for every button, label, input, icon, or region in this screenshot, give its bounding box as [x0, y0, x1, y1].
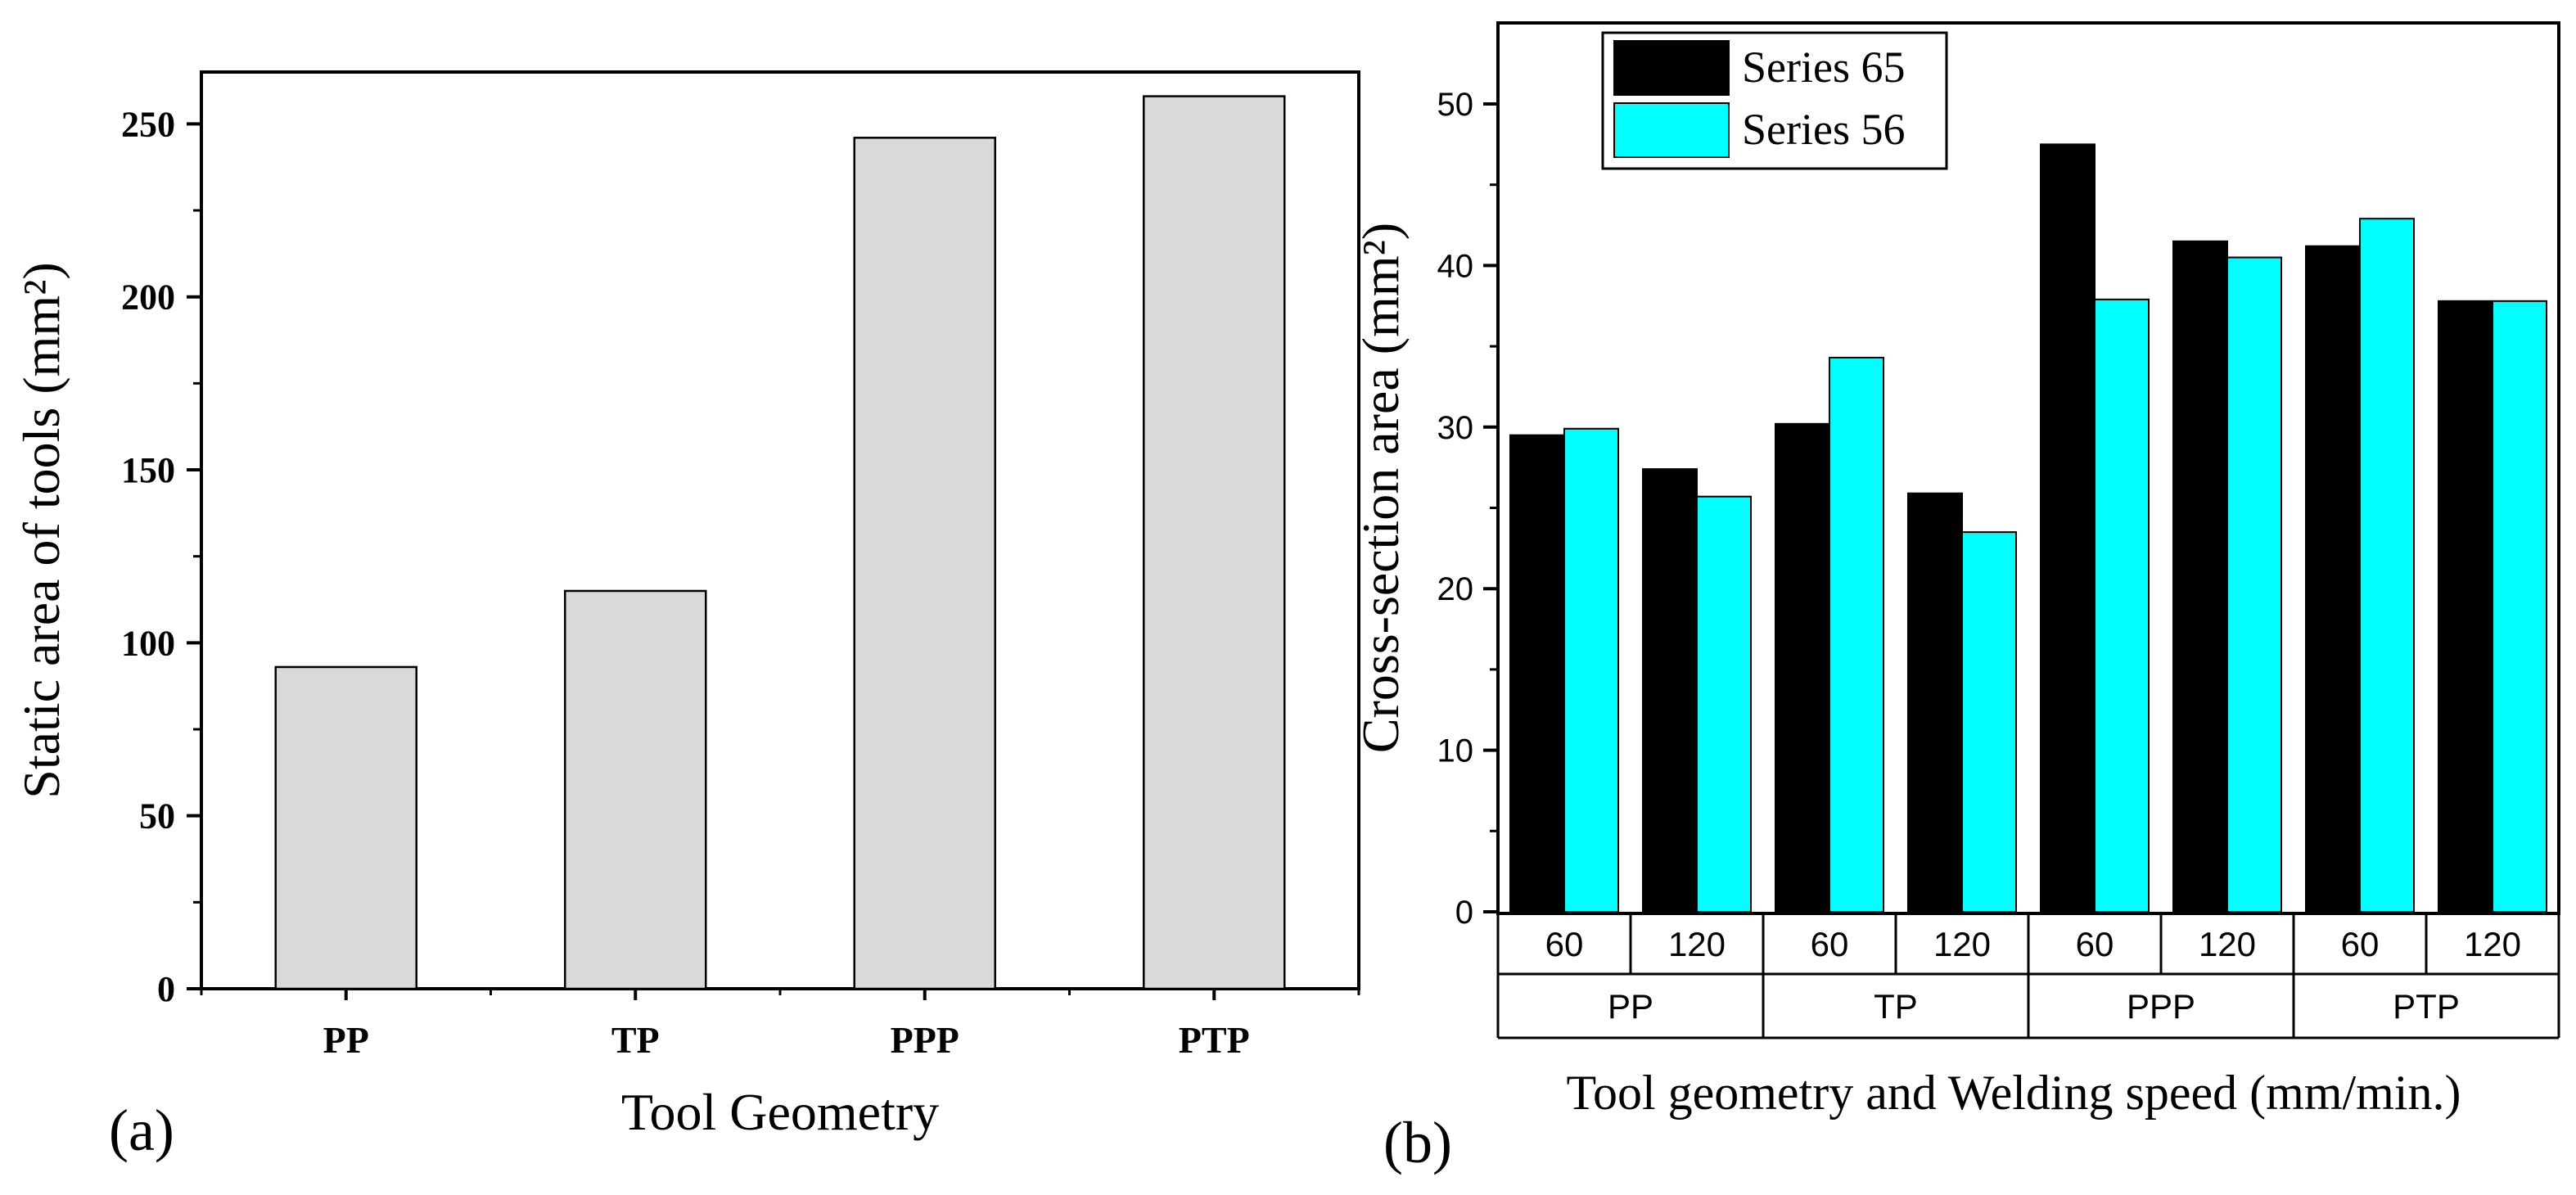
- panel-a-xtick-label: PPP: [891, 1019, 959, 1061]
- panel-b-bar-series-56-ppp-60: [2094, 298, 2150, 913]
- panel-a-bar-ptp: [1143, 95, 1286, 990]
- panel-b-ytick-label: 30: [1437, 410, 1474, 446]
- panel-a-ytick-label: 250: [121, 104, 175, 144]
- panel-b-speed-label: 120: [1668, 925, 1726, 963]
- panel-b-label: (b): [1383, 1110, 1452, 1175]
- panel-b-ytick-label: 20: [1437, 571, 1474, 607]
- panel-b-legend-swatch: [1613, 102, 1730, 158]
- panel-a-xtick-label: PTP: [1179, 1019, 1250, 1061]
- panel-a-ytick-label: 200: [121, 277, 175, 318]
- panel-a: 0 50 100 150 200 250 PP TP PPP PTP Tool Geometry…: [12, 70, 1360, 1163]
- panel-b-bar-series-65-pp-60: [1509, 434, 1565, 913]
- panel-a-bar-tp: [564, 589, 707, 990]
- panel-b-ytick-label: 50: [1437, 87, 1474, 123]
- panel-b-speed-label: 120: [2464, 925, 2521, 963]
- panel-b-bar-series-56-ptp-60: [2359, 218, 2415, 913]
- panel-b-group-label: PPP: [2127, 987, 2195, 1026]
- panel-a-xlabel: Tool Geometry: [621, 1083, 939, 1141]
- panel-a-xtick-label: TP: [611, 1019, 660, 1061]
- panel-b: 0 10 20 30 40 50 60 120 60 120 60 120 60 120 PP TP PPP P…: [1351, 21, 2560, 1175]
- panel-a-ytick-label: 150: [121, 450, 175, 490]
- panel-b-bar-series-56-pp-120: [1696, 495, 1752, 913]
- panel-b-legend-label: Series 56: [1742, 105, 1905, 154]
- panel-a-ylabel: Static area of tools (mm²): [12, 262, 70, 798]
- panel-b-ylabel: Cross-section area (mm²): [1351, 223, 1410, 753]
- panel-b-bar-series-56-ppp-120: [2226, 256, 2282, 913]
- panel-b-bar-series-65-tp-120: [1907, 492, 1963, 913]
- panel-a-ytick-label: 100: [121, 623, 175, 663]
- panel-b-speed-label: 60: [2341, 925, 2380, 963]
- panel-a-xtick-label: PP: [323, 1019, 369, 1061]
- panel-b-ytick-label: 40: [1437, 248, 1474, 284]
- panel-b-bar-series-56-ptp-120: [2492, 300, 2547, 913]
- panel-a-ytick-label: 50: [139, 796, 175, 836]
- panel-b-ytick-label: 10: [1437, 733, 1474, 769]
- panel-b-bar-series-65-ptp-60: [2305, 245, 2361, 913]
- panel-a-bar-pp: [274, 665, 417, 990]
- panel-b-bar-series-65-tp-60: [1775, 422, 1830, 913]
- panel-a-ytick-label: 0: [157, 969, 175, 1009]
- panel-b-group-label: PP: [1608, 987, 1653, 1026]
- panel-b-legend-swatch: [1613, 40, 1730, 96]
- panel-b-bar-series-56-tp-60: [1829, 356, 1884, 913]
- panel-b-speed-label: 60: [1545, 925, 1584, 963]
- panel-b-bar-series-56-pp-60: [1563, 427, 1619, 913]
- panel-b-bar-series-65-pp-120: [1642, 468, 1698, 913]
- panel-b-bar-series-56-tp-120: [1961, 531, 2017, 913]
- panel-b-ytick-label: 0: [1455, 895, 1473, 931]
- panel-b-xlabel: Tool geometry and Welding speed (mm/min.…: [1567, 1066, 2461, 1120]
- panel-a-label: (a): [109, 1098, 174, 1163]
- panel-b-speed-label: 60: [2076, 925, 2114, 963]
- panel-b-legend-label: Series 65: [1742, 43, 1905, 92]
- panel-b-speed-label: 120: [1933, 925, 1991, 963]
- panel-b-bar-series-65-ppp-120: [2172, 240, 2228, 913]
- panel-b-group-label: PTP: [2393, 987, 2460, 1026]
- panel-b-speed-label: 120: [2199, 925, 2256, 963]
- panel-b-bar-series-65-ppp-60: [2040, 143, 2096, 913]
- panel-b-speed-label: 60: [1811, 925, 1849, 963]
- panel-b-group-label: TP: [1874, 987, 1918, 1026]
- panel-a-bar-ppp: [853, 137, 996, 990]
- panel-b-bar-series-65-ptp-120: [2438, 300, 2493, 913]
